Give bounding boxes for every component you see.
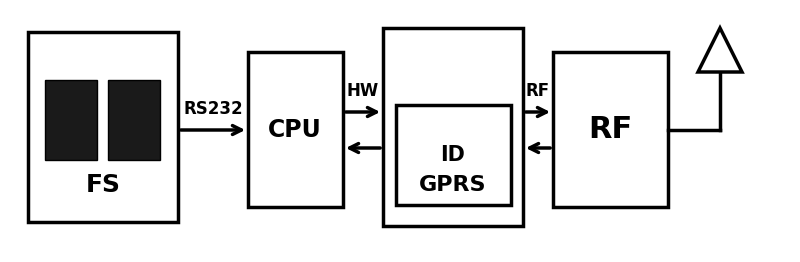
Text: FS: FS xyxy=(86,173,121,197)
Bar xyxy=(553,52,668,207)
Text: RS232: RS232 xyxy=(183,100,243,118)
Bar xyxy=(396,105,511,205)
Bar xyxy=(383,28,523,226)
Text: HW: HW xyxy=(347,82,379,100)
Text: ID: ID xyxy=(441,145,466,165)
Text: GPRS: GPRS xyxy=(419,175,486,195)
Text: RF: RF xyxy=(526,82,550,100)
Text: CPU: CPU xyxy=(268,118,322,142)
Bar xyxy=(248,52,343,207)
Bar xyxy=(28,32,178,222)
Bar xyxy=(45,80,97,160)
Polygon shape xyxy=(698,28,742,72)
Bar xyxy=(108,80,160,160)
Text: RF: RF xyxy=(588,116,632,145)
